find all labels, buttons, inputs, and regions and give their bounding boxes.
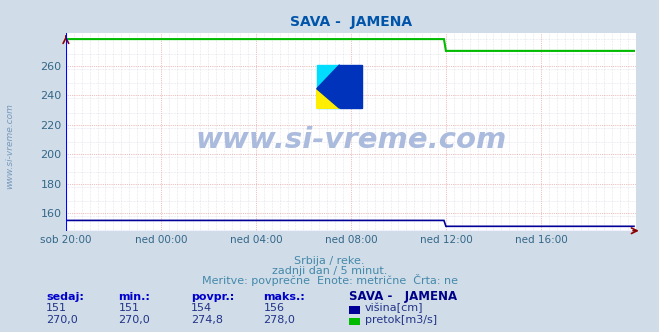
Text: sedaj:: sedaj: xyxy=(46,292,84,302)
Text: 151: 151 xyxy=(119,303,140,313)
Text: 156: 156 xyxy=(264,303,285,313)
Text: 154: 154 xyxy=(191,303,212,313)
Text: www.si-vreme.com: www.si-vreme.com xyxy=(5,103,14,189)
Text: www.si-vreme.com: www.si-vreme.com xyxy=(195,126,507,154)
Text: min.:: min.: xyxy=(119,292,150,302)
Text: 278,0: 278,0 xyxy=(264,315,295,325)
Text: višina[cm]: višina[cm] xyxy=(365,303,424,313)
Text: Srbija / reke.: Srbija / reke. xyxy=(295,256,364,266)
Text: zadnji dan / 5 minut.: zadnji dan / 5 minut. xyxy=(272,266,387,276)
Polygon shape xyxy=(317,65,339,108)
Text: 151: 151 xyxy=(46,303,67,313)
Text: SAVA -   JAMENA: SAVA - JAMENA xyxy=(349,290,457,303)
Text: maks.:: maks.: xyxy=(264,292,305,302)
Polygon shape xyxy=(317,89,339,108)
Title: SAVA -  JAMENA: SAVA - JAMENA xyxy=(290,15,412,29)
Text: Meritve: povprečne  Enote: metrične  Črta: ne: Meritve: povprečne Enote: metrične Črta:… xyxy=(202,274,457,286)
Text: 270,0: 270,0 xyxy=(119,315,150,325)
Text: 274,8: 274,8 xyxy=(191,315,223,325)
Bar xyxy=(339,65,362,108)
Text: pretok[m3/s]: pretok[m3/s] xyxy=(365,315,437,325)
Text: povpr.:: povpr.: xyxy=(191,292,235,302)
Text: 270,0: 270,0 xyxy=(46,315,78,325)
Bar xyxy=(317,65,339,108)
